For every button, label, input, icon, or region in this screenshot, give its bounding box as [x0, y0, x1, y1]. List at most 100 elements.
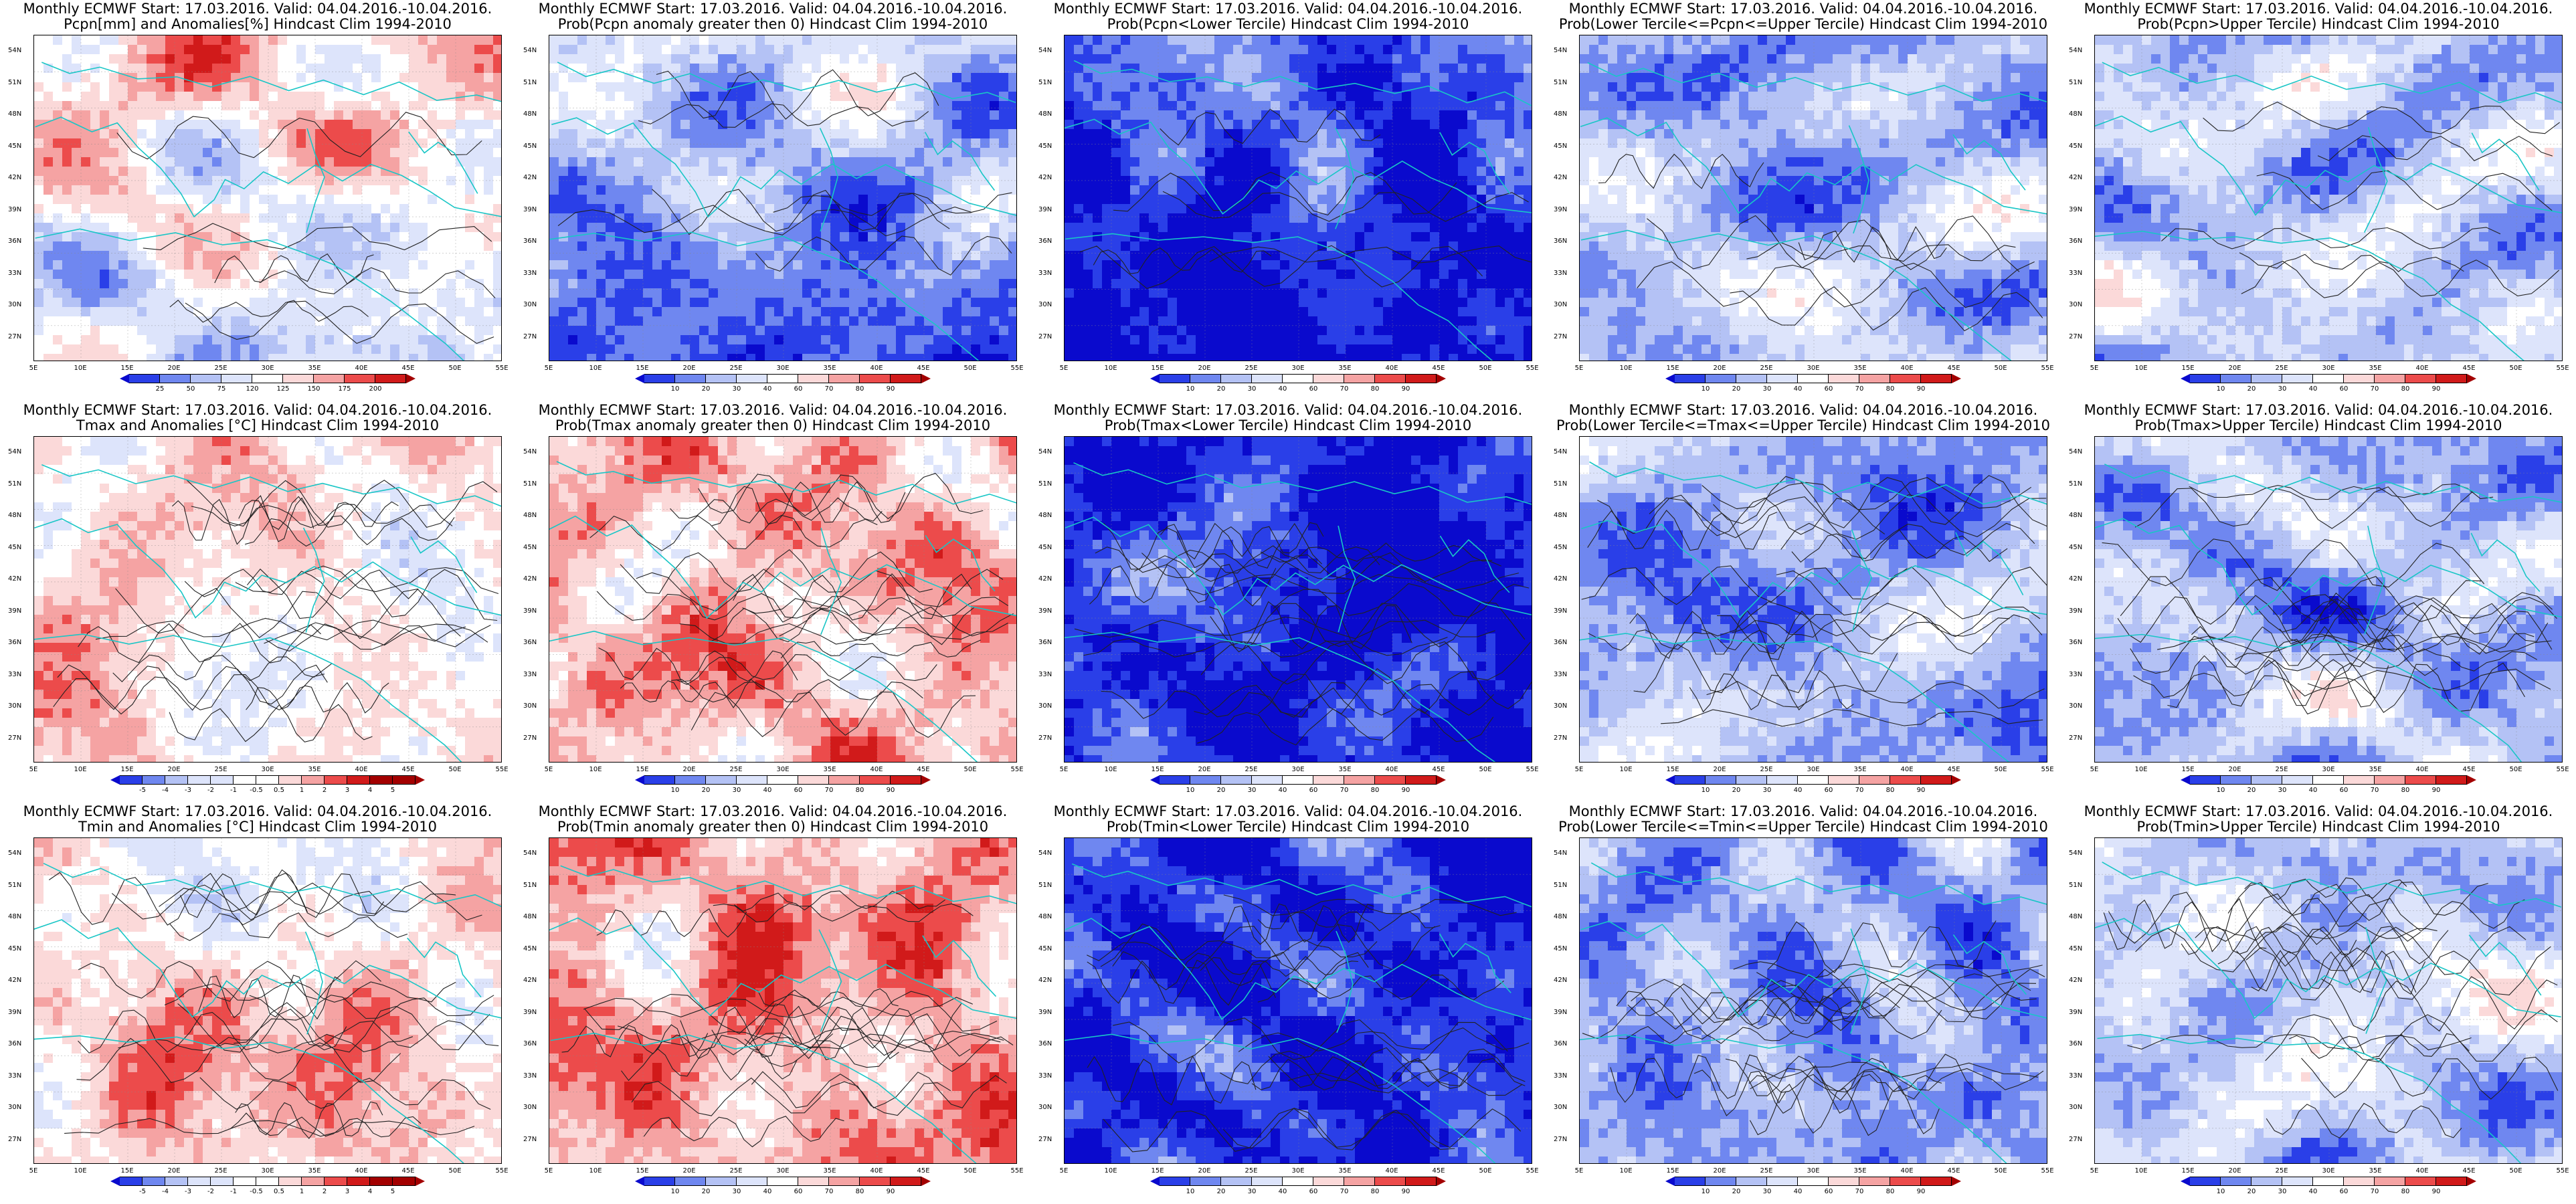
field-cell	[137, 270, 147, 280]
field-cell	[933, 316, 943, 326]
field-cell	[1458, 157, 1468, 167]
field-cell	[259, 213, 269, 223]
field-cell	[156, 167, 166, 177]
field-cell	[1139, 223, 1149, 233]
field-cell	[971, 185, 981, 195]
field-cell	[596, 213, 606, 223]
field-cell	[802, 223, 812, 233]
field-cell	[784, 120, 794, 130]
field-cell	[634, 213, 644, 223]
field-cell	[90, 307, 100, 317]
field-cell	[1514, 204, 1524, 214]
field-cell	[390, 54, 400, 64]
field-cell	[1130, 101, 1140, 111]
field-cell	[877, 45, 887, 55]
field-cell	[128, 223, 138, 233]
field-cell	[72, 101, 82, 111]
color-bar-label: 75	[217, 385, 226, 393]
field-cell	[1411, 35, 1421, 45]
field-cell	[325, 35, 335, 45]
field-cell	[1317, 260, 1327, 270]
field-cell	[34, 223, 44, 233]
field-cell	[1392, 138, 1402, 148]
field-cell	[306, 101, 316, 111]
field-cell	[1065, 223, 1075, 233]
field-cell	[727, 54, 737, 64]
field-cell	[1243, 279, 1253, 289]
field-cell	[156, 204, 166, 214]
field-cell	[381, 344, 391, 355]
field-cell	[905, 260, 915, 270]
field-cell	[100, 148, 110, 158]
field-cell	[830, 138, 840, 148]
field-cell	[943, 354, 953, 361]
field-cell	[62, 157, 72, 167]
field-cell	[203, 279, 213, 289]
field-cell	[765, 326, 775, 336]
longitude-label: 55E	[495, 365, 508, 373]
field-cell	[1243, 35, 1253, 45]
field-cell	[437, 120, 447, 130]
field-cell	[390, 354, 400, 361]
field-cell	[334, 129, 344, 139]
field-cell	[915, 45, 925, 55]
field-cell	[652, 241, 662, 252]
field-cell	[549, 270, 559, 280]
field-cell	[1168, 167, 1178, 177]
field-cell	[1121, 176, 1131, 186]
field-cell	[1186, 195, 1196, 205]
field-cell	[699, 148, 709, 158]
field-cell	[296, 326, 306, 336]
field-cell	[802, 326, 812, 336]
field-cell	[887, 213, 897, 223]
longitude-label: 40E	[355, 365, 367, 373]
field-cell	[1336, 223, 1346, 233]
field-cell	[877, 344, 887, 355]
field-cell	[821, 298, 831, 308]
field-cell	[1355, 213, 1365, 223]
field-cell	[296, 35, 306, 45]
field-cell	[1224, 223, 1234, 233]
field-cell	[1130, 260, 1140, 270]
field-cell	[652, 110, 662, 120]
field-cell	[474, 148, 484, 158]
field-cell	[952, 82, 962, 92]
field-cell	[446, 73, 456, 83]
field-cell	[381, 148, 391, 158]
field-cell	[755, 148, 765, 158]
field-cell	[1121, 129, 1131, 139]
field-cell	[1402, 241, 1412, 252]
field-cell	[755, 64, 765, 74]
field-cell	[1205, 232, 1215, 242]
field-cell	[1505, 101, 1515, 111]
field-cell	[849, 92, 859, 102]
field-cell	[381, 213, 391, 223]
field-cell	[1458, 260, 1468, 270]
field-cell	[81, 73, 91, 83]
field-cell	[1336, 260, 1346, 270]
field-cell	[559, 101, 569, 111]
field-cell	[1065, 167, 1075, 177]
field-cell	[1430, 129, 1440, 139]
field-cell	[709, 213, 719, 223]
field-cell	[465, 120, 475, 130]
field-cell	[128, 298, 138, 308]
field-cell	[474, 232, 484, 242]
field-cell	[165, 195, 175, 205]
field-cell	[296, 316, 306, 326]
field-cell	[999, 157, 1009, 167]
field-cell	[652, 101, 662, 111]
field-cell	[72, 279, 82, 289]
field-cell	[737, 298, 747, 308]
field-cell	[278, 288, 288, 298]
field-cell	[231, 326, 241, 336]
field-cell	[1374, 157, 1384, 167]
field-cell	[418, 176, 428, 186]
field-cell	[437, 260, 447, 270]
field-cell	[296, 260, 306, 270]
field-cell	[1327, 223, 1337, 233]
field-cell	[952, 316, 962, 326]
field-cell	[971, 45, 981, 55]
field-cell	[896, 138, 906, 148]
field-cell	[887, 101, 897, 111]
